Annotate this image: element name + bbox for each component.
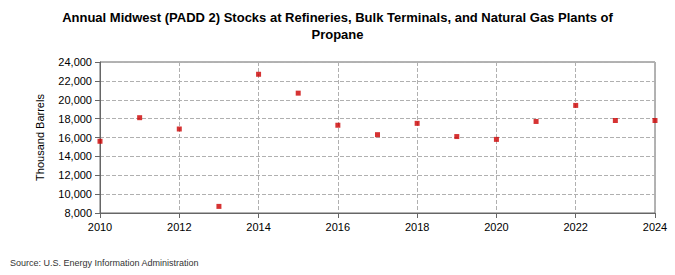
svg-text:18,000: 18,000 <box>58 113 92 125</box>
svg-text:16,000: 16,000 <box>58 132 92 144</box>
svg-text:Thousand Barrels: Thousand Barrels <box>34 94 46 181</box>
svg-text:2010: 2010 <box>88 221 112 233</box>
svg-text:2024: 2024 <box>643 221 667 233</box>
svg-text:Source: U.S. Energy Informatio: Source: U.S. Energy Information Administ… <box>10 258 199 268</box>
svg-text:8,000: 8,000 <box>64 207 92 219</box>
svg-text:22,000: 22,000 <box>58 75 92 87</box>
svg-text:2018: 2018 <box>405 221 429 233</box>
svg-text:2020: 2020 <box>484 221 508 233</box>
svg-text:10,000: 10,000 <box>58 188 92 200</box>
svg-text:Propane: Propane <box>311 27 363 42</box>
svg-text:Annual Midwest (PADD 2) Stocks: Annual Midwest (PADD 2) Stocks at Refine… <box>62 10 613 25</box>
svg-text:24,000: 24,000 <box>58 56 92 68</box>
svg-text:14,000: 14,000 <box>58 150 92 162</box>
svg-text:2014: 2014 <box>246 221 270 233</box>
svg-text:12,000: 12,000 <box>58 169 92 181</box>
svg-text:2016: 2016 <box>326 221 350 233</box>
svg-text:20,000: 20,000 <box>58 94 92 106</box>
svg-text:2012: 2012 <box>167 221 191 233</box>
svg-text:2022: 2022 <box>563 221 587 233</box>
